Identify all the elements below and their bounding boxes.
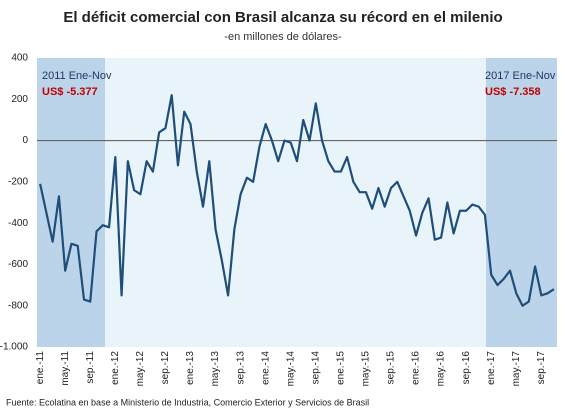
x-tick-label: sep.-17 [536,351,547,385]
x-tick-label: ene.-17 [486,351,497,385]
chart-subtitle: -en millones de dólares- [224,31,342,43]
x-tick-label: sep.-13 [235,351,246,385]
data-line [39,94,555,307]
y-tick-label: -200 [8,176,28,187]
x-tick-label: ene.-13 [185,351,196,385]
x-tick-label: sep.-16 [461,351,472,385]
annotation-value: US$ -7.358 [485,86,541,98]
x-tick-label: sep.-15 [386,351,397,385]
x-tick-label: may.-11 [60,351,71,386]
x-tick-label: may.-13 [210,351,221,387]
x-tick-label: ene.-12 [110,351,121,385]
x-tick-label: sep.-14 [310,351,321,385]
y-tick-label: -1.000 [0,342,28,353]
x-tick-label: may.-12 [135,351,146,387]
source: Fuente: Ecolatina en base a Ministerio d… [6,397,369,407]
y-tick-label: -600 [8,259,28,270]
highlight-2017 [486,58,557,347]
x-tick-label: may.-16 [436,351,447,387]
chart-title: El déficit comercial con Brasil alcanza … [63,9,502,26]
annotation: 2017 Ene-Nov [485,70,556,82]
x-tick-label: ene.-15 [335,351,346,385]
x-tick-label: may.-17 [511,351,522,387]
x-tick-label: ene.-16 [411,351,422,385]
annotation: 2011 Ene-Nov [42,70,112,82]
y-tick-label: -800 [8,300,28,311]
highlight-2011 [37,58,105,347]
x-tick-label: sep.-11 [85,351,96,384]
y-tick-label: -400 [8,218,28,229]
y-tick-label: 200 [11,94,28,105]
x-tick-label: ene.-14 [260,351,271,385]
x-tick-label: ene.-11 [35,351,46,385]
x-tick-label: sep.-12 [160,351,171,385]
x-tick-label: may.-15 [361,351,372,387]
y-tick-label: 0 [22,135,28,146]
plot-background [37,58,557,347]
x-tick-label: may.-14 [285,351,296,387]
annotation-value: US$ -5.377 [42,86,98,98]
y-tick-label: 400 [11,53,28,64]
